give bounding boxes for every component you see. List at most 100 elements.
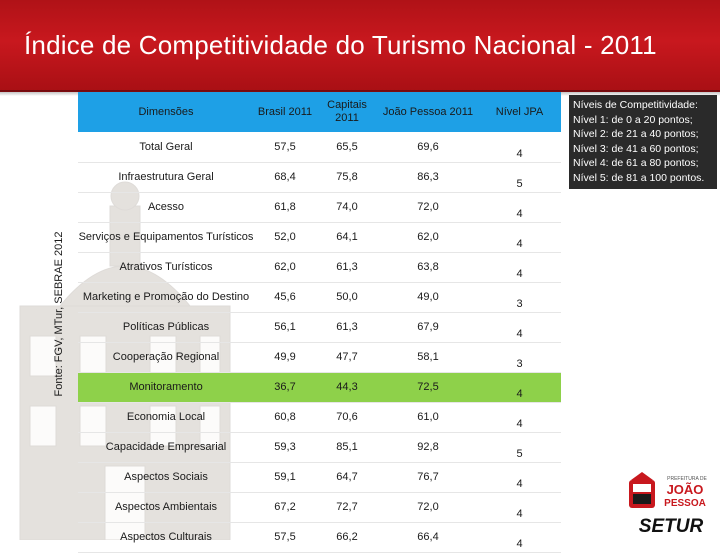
cell-dimensao: Aspectos Sociais [124, 471, 208, 483]
cell-nivel: 3 [516, 297, 523, 310]
cell-dimensao: Atrativos Turísticos [119, 261, 213, 273]
cell-joao-pessoa: 72,0 [417, 201, 439, 213]
table-row: Políticas Públicas 56,1 61,3 67,9 4 [78, 312, 561, 342]
table-row: Aspectos Culturais 57,5 66,2 66,4 4 [78, 522, 561, 552]
competitiveness-levels-legend: Níveis de Competitividade: Nível 1: de 0… [569, 95, 717, 189]
coat-of-arms-icon [629, 472, 655, 508]
cell-capitais: 44,3 [336, 381, 358, 393]
competitiveness-table: Dimensões Brasil 2011 Capitais 2011 João… [78, 92, 561, 553]
cell-nivel: 4 [516, 267, 523, 280]
table-row: Total Geral 57,5 65,5 69,6 4 [78, 132, 561, 162]
cell-joao-pessoa: 72,0 [417, 501, 439, 513]
source-text: Fonte: FGV, MTur, SEBRAE 2012 [53, 231, 65, 397]
cell-capitais: 50,0 [336, 291, 358, 303]
table-row: Aspectos Sociais 59,1 64,7 76,7 4 [78, 462, 561, 492]
cell-nivel: 5 [516, 447, 523, 460]
cell-brasil: 60,8 [274, 411, 296, 423]
table-row: Marketing e Promoção do Destino 45,6 50,0 4… [78, 282, 561, 312]
cell-nivel: 4 [516, 387, 523, 400]
cell-brasil: 56,1 [274, 321, 296, 333]
table-row: Economia Local 60,8 70,6 61,0 4 [78, 402, 561, 432]
cell-joao-pessoa: 61,0 [417, 411, 439, 423]
cell-capitais: 64,1 [336, 231, 358, 243]
cell-dimensao: Total Geral [139, 140, 193, 153]
cell-nivel: 4 [516, 417, 523, 430]
legend-item: Nível 1: de 0 a 20 pontos; [573, 113, 693, 126]
cell-joao-pessoa: 49,0 [417, 291, 439, 303]
header-brasil: Brasil 2011 [257, 105, 313, 118]
cell-capitais: 85,1 [336, 441, 358, 453]
cell-capitais: 66,2 [336, 531, 358, 543]
header-nivel: Nível JPA [495, 105, 544, 118]
cell-capitais: 65,5 [336, 140, 358, 153]
table-row: Infraestrutura Geral 68,4 75,8 86,3 5 [78, 162, 561, 192]
header-dimensoes: Dimensões [138, 105, 194, 118]
cell-nivel: 4 [516, 327, 523, 340]
table-header-row: Dimensões Brasil 2011 Capitais 2011 João… [78, 92, 561, 132]
cell-dimensao: Serviços e Equipamentos Turísticos [78, 231, 254, 243]
cell-brasil: 45,6 [274, 291, 296, 303]
cell-joao-pessoa: 69,6 [417, 140, 439, 153]
legend-item: Nível 4: de 61 a 80 pontos; [573, 157, 699, 169]
cell-capitais: 47,7 [336, 351, 358, 363]
cell-dimensao: Acesso [147, 201, 185, 213]
table-row: Aspectos Ambientais 67,2 72,7 72,0 4 [78, 492, 561, 522]
header-joao-pessoa: João Pessoa 2011 [382, 105, 474, 118]
cell-nivel: 4 [516, 537, 523, 550]
cell-capitais: 64,7 [336, 471, 358, 483]
cell-capitais: 61,3 [336, 261, 358, 273]
cell-brasil: 49,9 [274, 351, 296, 363]
cell-brasil: 57,5 [274, 531, 296, 543]
legend-title: Níveis de Competitividade: [573, 99, 698, 111]
cell-nivel: 5 [516, 177, 523, 190]
cell-joao-pessoa: 62,0 [417, 231, 439, 243]
cell-nivel: 4 [516, 207, 523, 220]
cell-joao-pessoa: 72,5 [417, 381, 439, 393]
cell-joao-pessoa: 63,8 [417, 261, 439, 273]
table-row: Capacidade Empresarial 59,3 85,1 92,8 5 [78, 432, 561, 462]
cell-nivel: 4 [516, 507, 523, 520]
cell-nivel: 4 [516, 477, 523, 490]
logo-org: SETUR [639, 516, 704, 537]
cell-dimensao: Capacidade Empresarial [105, 441, 227, 453]
cell-brasil: 59,3 [274, 441, 296, 453]
logo-line1: PREFEITURA DE [667, 476, 707, 482]
cell-dimensao: Políticas Públicas [122, 321, 210, 333]
joao-pessoa-setur-logo: PREFEITURA DE JOÃO PESSOA SETUR [629, 472, 708, 537]
table-row: Cooperação Regional 49,9 47,7 58,1 3 [78, 342, 561, 372]
title-bar [0, 0, 720, 92]
cell-capitais: 61,3 [336, 321, 358, 333]
cell-joao-pessoa: 92,8 [417, 441, 439, 453]
legend-item: Nível 3: de 41 a 60 pontos; [573, 142, 699, 155]
cell-joao-pessoa: 66,4 [417, 531, 439, 543]
source-caption: Fonte: FGV, MTur, SEBRAE 2012 [44, 94, 74, 534]
title-bar-shadow [0, 90, 720, 96]
cell-dimensao: Economia Local [126, 411, 206, 423]
table-row: Atrativos Turísticos 62,0 61,3 63,8 4 [78, 252, 561, 282]
cell-joao-pessoa: 86,3 [417, 171, 439, 183]
legend-item: Nível 2: de 21 a 40 pontos; [573, 128, 699, 140]
cell-dimensao: Marketing e Promoção do Destino [82, 291, 250, 303]
cell-brasil: 59,1 [274, 471, 296, 483]
slide-title: Índice de Competitividade do Turismo Nac… [24, 30, 657, 60]
logo-line3: PESSOA [664, 498, 706, 509]
table-row: Serviços e Equipamentos Turísticos 52,0 64… [78, 222, 561, 252]
cell-brasil: 68,4 [274, 171, 296, 183]
cell-joao-pessoa: 58,1 [417, 351, 439, 363]
cell-capitais: 74,0 [336, 201, 358, 213]
cell-brasil: 67,2 [274, 501, 296, 513]
cell-joao-pessoa: 76,7 [417, 471, 439, 483]
cell-dimensao: Aspectos Culturais [120, 531, 212, 543]
cell-dimensao: Cooperação Regional [112, 351, 220, 363]
cell-capitais: 72,7 [336, 501, 358, 513]
cell-capitais: 75,8 [336, 171, 358, 183]
cell-brasil: 36,7 [274, 381, 296, 393]
cell-joao-pessoa: 67,9 [417, 321, 439, 333]
legend-item: Nível 5: de 81 a 100 pontos. [573, 171, 705, 184]
cell-nivel: 4 [516, 237, 523, 250]
logo-line2: JOÃO [667, 482, 704, 497]
cell-dimensao: Aspectos Ambientais [114, 501, 218, 513]
table-row: Monitoramento 36,7 44,3 72,5 4 [78, 372, 561, 402]
cell-dimensao: Monitoramento [129, 381, 203, 393]
cell-brasil: 62,0 [274, 261, 296, 273]
